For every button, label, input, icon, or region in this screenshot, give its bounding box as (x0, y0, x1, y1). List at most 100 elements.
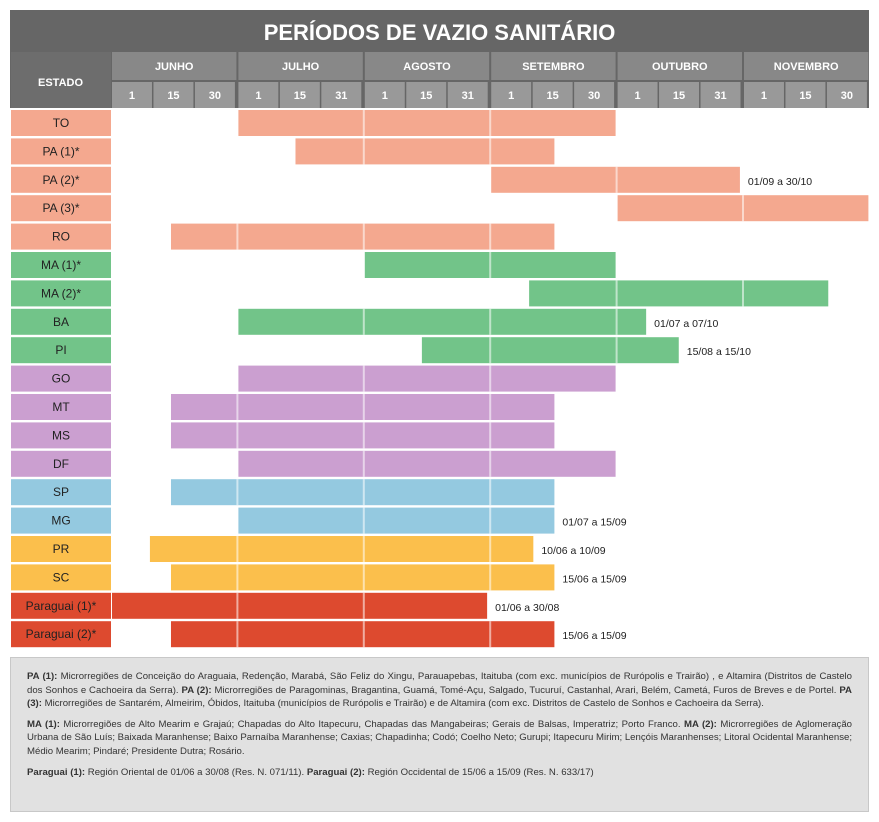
row-label: DF (53, 457, 69, 471)
state-header-cell (11, 52, 111, 108)
tick-label: 15 (799, 90, 811, 102)
row-label: GO (52, 372, 71, 386)
bar-month-gap (489, 422, 492, 449)
bar-month-gap (489, 365, 492, 392)
note-pa: PA (1): Microrregiões de Conceição do Ar… (27, 670, 852, 711)
row-label-cell (11, 223, 111, 250)
bar-month-gap (489, 536, 492, 562)
period-bar (112, 592, 488, 619)
note-text: Región Occidental de 15/06 a 15/09 (Res.… (364, 766, 594, 778)
bar-month-gap (362, 450, 365, 477)
tick-label: 30 (209, 90, 221, 102)
bar-month-gap (236, 621, 239, 648)
bar-month-gap (236, 592, 239, 619)
note-text: Microrregiões de Conceição do Araguaia, … (27, 671, 852, 696)
month-label: NOVEMBRO (774, 61, 839, 73)
bar-month-gap (236, 223, 239, 250)
bar-month-gap (615, 166, 618, 193)
bar-month-gap (362, 507, 365, 534)
period-bar (529, 280, 829, 307)
tick-header-cell (321, 82, 362, 108)
tick-header-cell (153, 82, 194, 108)
bar-month-gap (236, 422, 239, 449)
bar-month-gap (362, 564, 365, 591)
bar-month-gap (615, 337, 618, 364)
tick-label: 1 (255, 90, 261, 102)
note-text: Región Oriental de 01/06 a 30/08 (Res. N… (85, 766, 307, 778)
period-bar (238, 450, 616, 477)
note-key: Paraguai (1): (27, 766, 86, 778)
tick-header-cell (826, 82, 867, 108)
tick-header-cell (112, 82, 152, 108)
bar-month-gap (362, 394, 365, 420)
row-label: TO (53, 116, 69, 130)
row-label: PA (3)* (42, 201, 79, 215)
tick-label: 15 (673, 90, 685, 102)
period-note: 01/06 a 30/08 (495, 602, 559, 614)
tick-label: 31 (714, 90, 726, 102)
state-header-label: ESTADO (38, 77, 83, 89)
tick-header-cell (574, 82, 615, 108)
bar-month-gap (742, 195, 744, 222)
period-bar (238, 365, 616, 392)
row-label: PI (55, 343, 66, 357)
tick-header-cell (447, 82, 488, 108)
row-label-cell (11, 166, 111, 193)
bar-month-gap (236, 479, 239, 506)
bar-month-gap (489, 308, 492, 335)
row-label-cell (11, 365, 111, 392)
row-label-cell (11, 479, 111, 506)
note-text: Microrregiões de Paragominas, Bragantina… (211, 684, 840, 696)
tick-label: 1 (382, 90, 388, 102)
row-label: PR (53, 542, 70, 556)
bar-month-gap (362, 479, 365, 506)
period-note: 15/06 a 15/09 (562, 573, 626, 585)
row-label: MS (52, 428, 70, 442)
period-bar (170, 422, 555, 449)
row-label-cell (11, 308, 111, 335)
row-label: MT (52, 400, 70, 414)
period-note: 01/07 a 07/10 (654, 318, 718, 330)
note-ma: MA (1): Microrregiões de Alto Mearim e G… (27, 718, 852, 759)
bar-month-gap (362, 138, 365, 165)
bar-month-gap (362, 621, 365, 648)
tick-header-cell (491, 82, 532, 108)
tick-label: 31 (462, 90, 474, 102)
row-label-cell (11, 450, 111, 477)
tick-header-cell (364, 82, 405, 108)
note-key: MA (2): (683, 718, 717, 730)
bar-month-gap (362, 223, 365, 250)
period-bar (170, 223, 555, 250)
month-header-outubro (617, 52, 742, 80)
note-paraguai: Paraguai (1): Región Oriental de 01/06 a… (27, 766, 852, 780)
row-label-cell (11, 592, 111, 619)
bar-month-gap (489, 252, 492, 278)
period-note: 15/06 a 15/09 (562, 630, 626, 642)
period-note: 15/08 a 15/10 (687, 346, 751, 358)
row-label-cell (11, 422, 111, 449)
tick-label: 1 (761, 90, 767, 102)
period-note: 01/09 a 30/10 (748, 176, 812, 188)
bar-month-gap (615, 308, 618, 335)
bar-month-gap (362, 308, 365, 335)
period-bar (170, 394, 555, 420)
period-note: 10/06 a 10/09 (541, 545, 605, 557)
period-note: 01/07 a 15/09 (562, 517, 626, 529)
note-key: PA (2): (181, 684, 212, 696)
tick-label: 15 (420, 90, 432, 102)
note-text: Microrregiões de Aglomeração Urbana de S… (27, 718, 853, 757)
month-header-setembro (491, 52, 616, 80)
bar-month-gap (742, 280, 744, 307)
period-bar (421, 337, 679, 364)
note-key: PA (1): (27, 671, 58, 682)
tick-header-cell (406, 82, 447, 108)
tick-header-cell (659, 82, 700, 108)
row-label-cell (11, 138, 111, 165)
month-header-julho (238, 52, 363, 80)
tick-label: 1 (635, 90, 641, 102)
bar-month-gap (236, 536, 239, 562)
bar-month-gap (489, 223, 492, 250)
bar-month-gap (236, 394, 239, 420)
tick-label: 15 (294, 90, 306, 102)
bar-month-gap (489, 450, 492, 477)
